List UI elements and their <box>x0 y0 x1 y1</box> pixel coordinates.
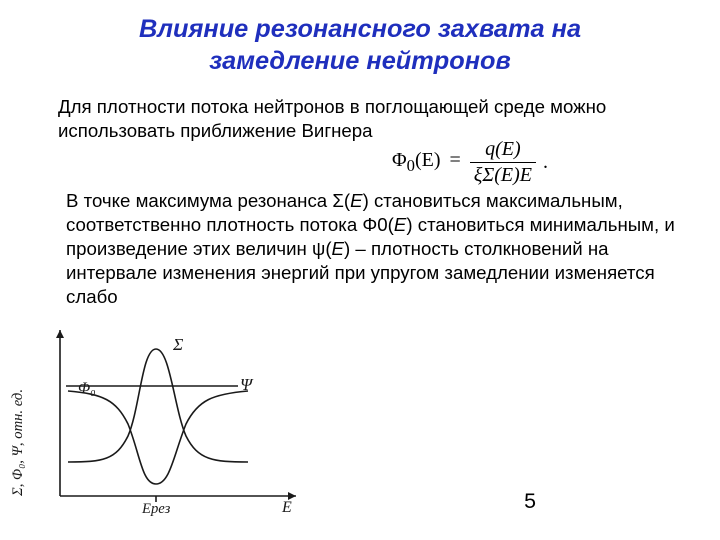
page-number: 5 <box>524 489 536 514</box>
svg-text:E: E <box>281 499 292 516</box>
svg-text:Eрез: Eрез <box>141 501 171 517</box>
formula-lhs: Φ <box>392 149 407 171</box>
resonance-diagram: E Eрез Σ Ψ Φ₀ Σ, Φ₀, Ψ, отн. ед. <box>8 316 308 526</box>
formula-lhs-arg: (E) <box>415 149 441 171</box>
paragraph-explanation: В точке максимума резонанса Σ(E) станови… <box>66 189 680 308</box>
svg-text:Σ, Φ₀, Ψ, отн. ед.: Σ, Φ₀, Ψ, отн. ед. <box>10 389 26 497</box>
wigner-formula: Φ0(E) = q(E) ξΣ(E)E . <box>392 138 548 187</box>
paragraph-intro: Для плотности потока нейтронов в поглоща… <box>58 95 680 143</box>
svg-text:Ψ: Ψ <box>240 375 254 394</box>
formula-lhs-sub: 0 <box>407 156 415 175</box>
svg-text:Σ: Σ <box>172 335 184 354</box>
formula-numerator: q(E) <box>470 138 536 163</box>
page-title: Влияние резонансного захвата на замедлен… <box>80 14 640 77</box>
formula-period: . <box>543 151 548 174</box>
formula-eq: = <box>446 149 465 171</box>
svg-text:Φ₀: Φ₀ <box>78 380 96 397</box>
formula-denominator: ξΣ(E)E <box>470 163 536 187</box>
